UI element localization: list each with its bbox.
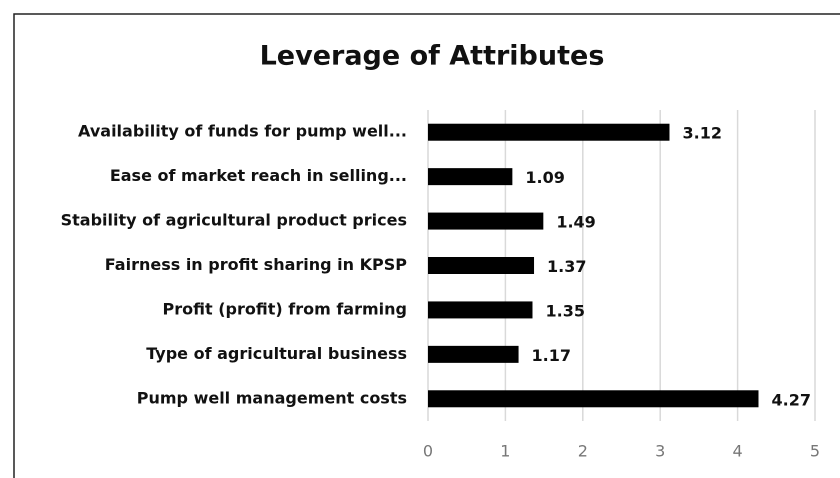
y-tick-label: Profit (profit) from farming [163,299,407,318]
bar [428,345,519,363]
x-tick-label: 3 [655,442,665,461]
bar [428,212,544,230]
y-tick-label: Pump well management costs [137,388,407,407]
data-label: 1.35 [545,301,584,320]
bar [428,301,533,319]
data-label: 4.27 [771,390,810,409]
x-tick-label: 4 [733,442,743,461]
y-tick-label: Availability of funds for pump well... [78,122,407,141]
x-tick-label: 0 [423,442,433,461]
x-tick-label: 1 [500,442,510,461]
data-label: 1.49 [556,213,595,232]
bar [428,168,513,186]
data-label: 1.37 [547,257,586,276]
x-tick-label: 5 [810,442,820,461]
bar [428,390,759,408]
data-label: 1.17 [532,346,571,365]
y-tick-label: Ease of market reach in selling... [110,166,407,185]
data-label: 1.09 [525,168,564,187]
chart-title: Leverage of Attributes [260,41,605,72]
x-tick-label: 2 [578,442,588,461]
bar [428,123,670,141]
chart-frame [13,13,840,478]
bar [428,257,535,274]
y-tick-label: Fairness in profit sharing in KPSP [105,255,407,274]
y-tick-label: Stability of agricultural product prices [61,211,407,230]
data-label: 3.12 [682,124,721,143]
y-tick-label: Type of agricultural business [146,344,407,363]
